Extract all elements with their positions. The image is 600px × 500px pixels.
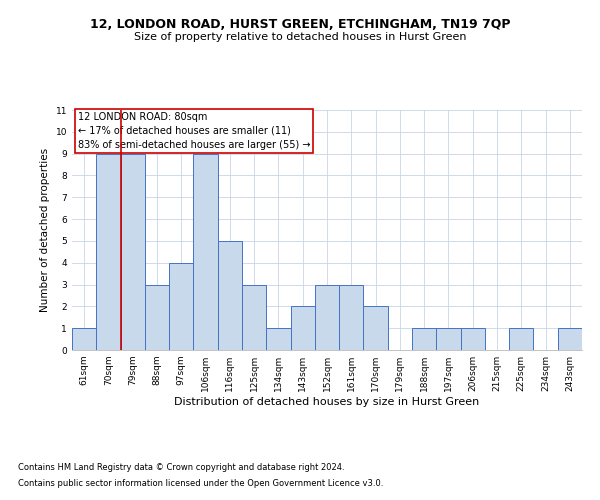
Bar xyxy=(364,306,388,350)
X-axis label: Distribution of detached houses by size in Hurst Green: Distribution of detached houses by size … xyxy=(175,397,479,407)
Bar xyxy=(72,328,96,350)
Bar xyxy=(266,328,290,350)
Bar xyxy=(242,284,266,350)
Bar xyxy=(315,284,339,350)
Bar xyxy=(121,154,145,350)
Text: Contains HM Land Registry data © Crown copyright and database right 2024.: Contains HM Land Registry data © Crown c… xyxy=(18,464,344,472)
Bar xyxy=(169,262,193,350)
Bar xyxy=(412,328,436,350)
Y-axis label: Number of detached properties: Number of detached properties xyxy=(40,148,50,312)
Bar xyxy=(509,328,533,350)
Bar xyxy=(193,154,218,350)
Bar xyxy=(290,306,315,350)
Bar xyxy=(558,328,582,350)
Bar xyxy=(461,328,485,350)
Text: Contains public sector information licensed under the Open Government Licence v3: Contains public sector information licen… xyxy=(18,478,383,488)
Bar xyxy=(96,154,121,350)
Text: 12, LONDON ROAD, HURST GREEN, ETCHINGHAM, TN19 7QP: 12, LONDON ROAD, HURST GREEN, ETCHINGHAM… xyxy=(90,18,510,30)
Bar xyxy=(339,284,364,350)
Bar xyxy=(145,284,169,350)
Text: Size of property relative to detached houses in Hurst Green: Size of property relative to detached ho… xyxy=(134,32,466,42)
Bar xyxy=(436,328,461,350)
Text: 12 LONDON ROAD: 80sqm
← 17% of detached houses are smaller (11)
83% of semi-deta: 12 LONDON ROAD: 80sqm ← 17% of detached … xyxy=(78,112,311,150)
Bar xyxy=(218,241,242,350)
